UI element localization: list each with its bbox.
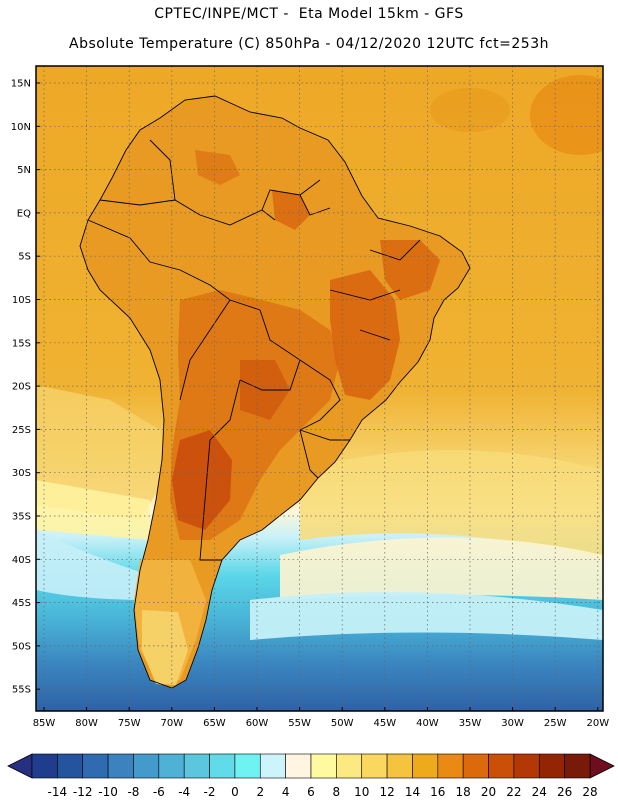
latitude-label: 40S (12, 555, 31, 566)
map-title-line-1: CPTEC/INPE/MCT - Eta Model 15km - GFS (154, 6, 464, 22)
colorbar-tick-label: 14 (405, 785, 420, 799)
colorbar-tick-label: 20 (481, 785, 496, 799)
graticule (36, 66, 603, 711)
colorbar-swatch (412, 753, 439, 779)
colorbar-tick-label: 28 (582, 785, 597, 799)
south-america-landmass (80, 96, 470, 688)
latitude-label: 45S (12, 598, 31, 609)
latitude-axis-labels: 15N 10N 5N EQ 5S 10S 15S 20S 25S 30S 35S 40S 45S 50S 5… (11, 79, 40, 696)
colorbar-tick-label: 0 (231, 785, 239, 799)
latitude-label: 5S (18, 252, 31, 263)
colorbar-tick-label: -14 (48, 785, 68, 799)
latitude-label: 25S (12, 425, 31, 436)
colorbar-tick-label: -12 (73, 785, 93, 799)
colorbar-over-arrow (589, 753, 615, 779)
colorbar-tick-label: 24 (532, 785, 547, 799)
colorbar-swatch (285, 753, 312, 779)
colorbar-tick-label: 2 (256, 785, 264, 799)
longitude-label: 70W (160, 718, 183, 729)
colorbar-swatch (57, 753, 84, 779)
colorbar-tick-label: 16 (430, 785, 445, 799)
colorbar-swatch (538, 753, 565, 779)
latitude-label: 15S (12, 338, 31, 349)
latitude-label: 5N (17, 165, 31, 176)
colorbar-swatch (158, 753, 185, 779)
longitude-label: 55W (288, 718, 311, 729)
colorbar-swatch (183, 753, 210, 779)
longitude-label: 40W (416, 718, 439, 729)
latitude-label: 55S (12, 685, 31, 696)
colorbar-swatch (488, 753, 515, 779)
colorbar-swatch (107, 753, 134, 779)
colorbar-tick-label: 22 (506, 785, 521, 799)
longitude-label: 50W (331, 718, 354, 729)
colorbar-tick-label: 26 (557, 785, 572, 799)
latitude-label: 35S (12, 512, 31, 523)
colorbar-swatch (437, 753, 464, 779)
colorbar-swatch (31, 753, 58, 779)
colorbar-tick-label: 8 (333, 785, 341, 799)
colorbar-swatch (259, 753, 286, 779)
colorbar-tick-label: -6 (153, 785, 165, 799)
colorbar-tick-label: 12 (379, 785, 394, 799)
colorbar-tick-label: -8 (127, 785, 139, 799)
longitude-label: 85W (33, 718, 56, 729)
colorbar-swatch (310, 753, 337, 779)
longitude-label: 35W (459, 718, 482, 729)
colorbar-tick-label: -10 (98, 785, 118, 799)
colorbar-tick-label: 4 (282, 785, 290, 799)
colorbar-swatch (234, 753, 261, 779)
country-borders (79, 95, 471, 689)
colorbar-tick-label: 18 (456, 785, 471, 799)
colorbar-tick-label: -2 (204, 785, 216, 799)
latitude-label: 20S (12, 382, 31, 393)
longitude-label: 25W (544, 718, 567, 729)
longitude-label: 30W (501, 718, 524, 729)
colorbar-swatch (462, 753, 489, 779)
colorbar-swatch (336, 753, 363, 779)
latitude-label: 10N (11, 122, 31, 133)
colorbar-swatch (209, 753, 236, 779)
colorbar-swatch (361, 753, 388, 779)
longitude-label: 75W (118, 718, 141, 729)
latitude-label: EQ (17, 208, 31, 219)
latitude-label: 15N (11, 79, 31, 90)
longitude-label: 20W (586, 718, 609, 729)
longitude-label: 80W (75, 718, 98, 729)
colorbar-swatch (386, 753, 413, 779)
longitude-label: 60W (246, 718, 269, 729)
longitude-axis-labels: 85W 80W 75W 70W 65W 60W 55W 50W 45W 40W 35W 30W 25W 2… (33, 707, 609, 729)
latitude-label: 10S (12, 295, 31, 306)
map-frame (35, 65, 604, 712)
longitude-label: 45W (373, 718, 396, 729)
colorbar-tick-label: -4 (178, 785, 190, 799)
colorbar-under-arrow (7, 753, 33, 779)
longitude-label: 65W (203, 718, 226, 729)
colorbar-swatch (82, 753, 109, 779)
colorbar-tick-label: 6 (307, 785, 315, 799)
colorbar: -14 -12 -10 -8 -6 -4 -2 0 2 4 6 8 10 12 14 16 18 20 22 24 26… (7, 753, 615, 799)
map-title-line-2: Absolute Temperature (C) 850hPa - 04/12/… (69, 36, 549, 52)
colorbar-swatch (513, 753, 540, 779)
latitude-label: 50S (12, 641, 31, 652)
colorbar-tick-label: 10 (354, 785, 369, 799)
colorbar-swatch (133, 753, 160, 779)
colorbar-swatch (564, 753, 591, 779)
latitude-label: 30S (12, 468, 31, 479)
